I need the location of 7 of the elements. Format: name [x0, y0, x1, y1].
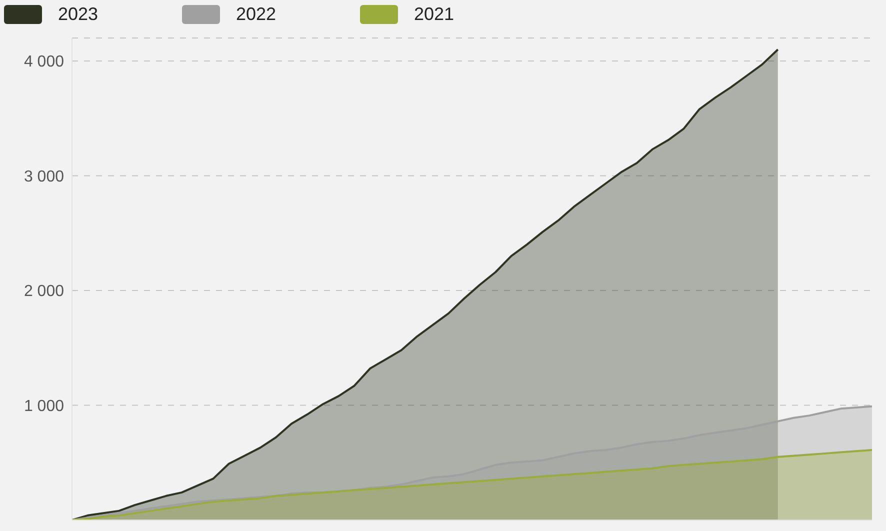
legend-label: 2021 — [414, 4, 454, 25]
y-tick-label: 3 000 — [24, 168, 64, 186]
y-tick-label: 2 000 — [24, 283, 64, 300]
legend-label: 2022 — [236, 4, 276, 25]
y-tick-label: 4 000 — [24, 54, 64, 71]
legend-label: 2023 — [58, 4, 98, 25]
y-tick-label: 1 000 — [24, 398, 64, 415]
